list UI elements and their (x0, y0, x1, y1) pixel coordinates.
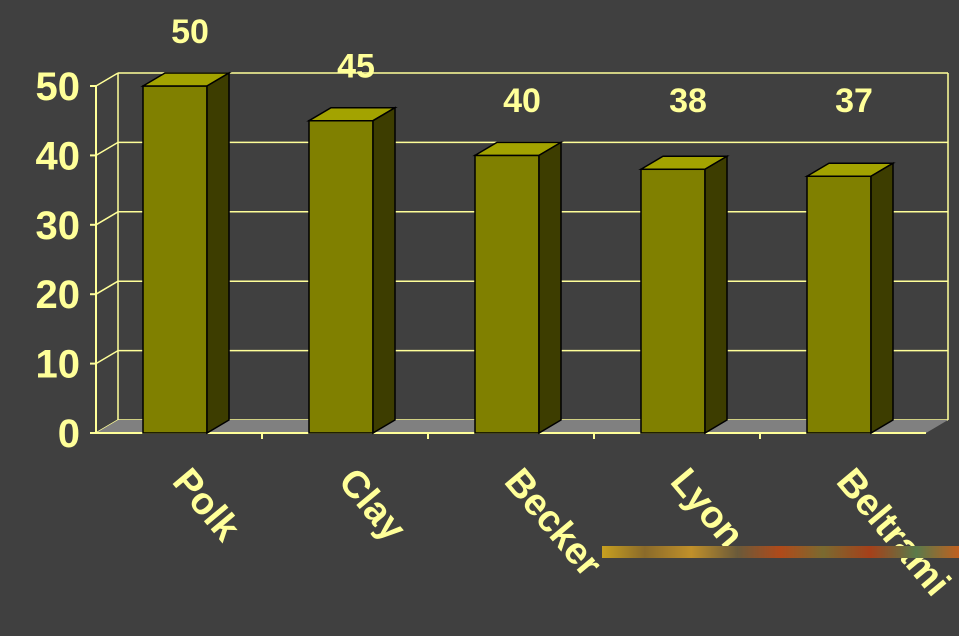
bar-side (206, 71, 230, 435)
y-tick-label: 40 (36, 134, 81, 178)
bars (140, 71, 896, 435)
gridline-diagonal (95, 72, 119, 87)
bar-side (372, 106, 396, 435)
gridline-diagonal (95, 141, 119, 157)
bar-front (640, 168, 706, 434)
data-label: 45 (337, 48, 375, 86)
data-label: 37 (835, 82, 873, 120)
textured-divider-bar (602, 546, 959, 558)
gridline-diagonal (95, 211, 119, 226)
y-tick-label: 50 (36, 65, 81, 109)
bar-front (806, 175, 872, 434)
bar-front (308, 119, 374, 434)
y-axis: 0 10 20 30 40 50 (36, 65, 926, 456)
data-label: 38 (669, 82, 707, 120)
x-category-label: Becker (496, 461, 610, 585)
data-label: 50 (171, 13, 209, 51)
bar-front (142, 85, 208, 434)
gridline-diagonal (95, 349, 119, 365)
bar-front (474, 154, 540, 434)
data-label: 40 (503, 82, 541, 120)
y-tick-label: 10 (36, 343, 81, 387)
x-category-label: Clay (330, 461, 414, 549)
gridline-diagonal (95, 280, 119, 295)
y-tick-label: 20 (36, 273, 81, 317)
x-category-label: Polk (164, 461, 248, 550)
y-tick-label: 30 (36, 204, 81, 248)
y-tick-label: 0 (58, 412, 80, 456)
bar-side (538, 141, 562, 435)
x-category-label: Beltrami (828, 461, 958, 604)
bar-side (870, 161, 894, 435)
bar-side (704, 154, 728, 435)
x-category-label: Lyon (662, 461, 752, 556)
